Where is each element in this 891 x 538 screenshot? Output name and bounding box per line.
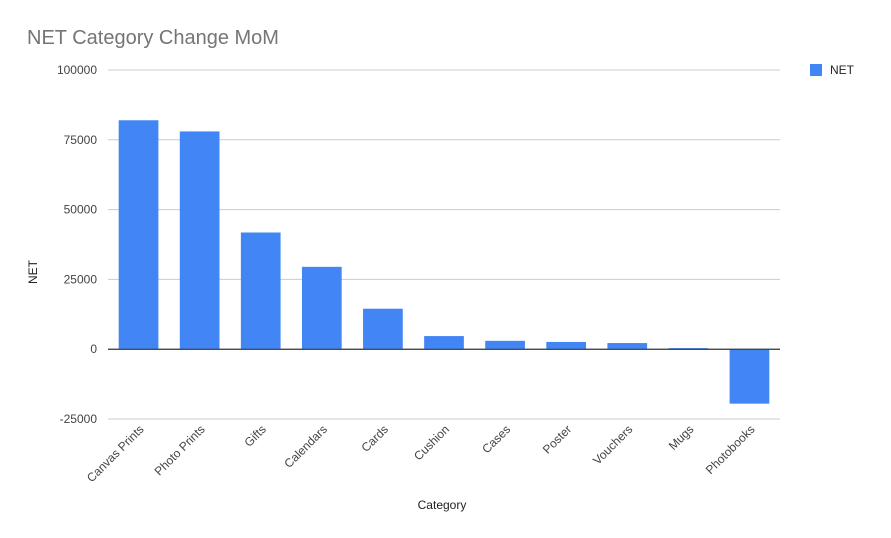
y-tick-label: 50000 (64, 203, 98, 217)
bar-cases[interactable] (485, 340, 525, 350)
bar-mugs[interactable] (668, 348, 709, 350)
y-axis-ticks: 100000 75000 50000 25000 0 -25000 (57, 63, 97, 426)
bar-photo-prints[interactable] (179, 131, 220, 350)
x-tick-label: Poster (540, 422, 574, 456)
y-tick-label: 0 (90, 342, 97, 356)
legend-label: NET (830, 63, 855, 77)
bar-cushion[interactable] (424, 336, 464, 350)
y-tick-label: 75000 (64, 133, 98, 147)
x-tick-label: Photo Prints (152, 422, 208, 478)
x-tick-label: Cards (358, 422, 391, 455)
x-tick-label: Gifts (242, 422, 269, 449)
x-tick-label: Cases (479, 422, 513, 456)
bar-calendars[interactable] (301, 266, 342, 350)
chart-title: NET Category Change MoM (27, 27, 279, 49)
x-axis-label: Category (418, 498, 467, 512)
bar-gifts[interactable] (240, 232, 281, 350)
x-tick-label: Vouchers (590, 422, 635, 467)
y-tick-label: 100000 (57, 63, 97, 77)
y-tick-label: -25000 (60, 412, 98, 426)
y-tick-label: 25000 (64, 272, 98, 286)
x-tick-label: Cushion (411, 422, 452, 463)
bar-poster[interactable] (546, 341, 587, 350)
x-tick-label: Canvas Prints (84, 422, 147, 485)
x-tick-label: Calendars (281, 422, 330, 471)
legend[interactable]: NET (810, 63, 855, 77)
bar-canvas-prints[interactable] (118, 120, 159, 350)
bar-cards[interactable] (363, 308, 403, 350)
legend-swatch (810, 64, 822, 76)
bars (108, 120, 780, 404)
bar-vouchers[interactable] (607, 343, 648, 350)
x-tick-label: Mugs (666, 422, 697, 453)
y-axis-label: NET (26, 259, 40, 284)
x-axis-ticks: Canvas Prints Photo Prints Gifts Calendars C… (84, 422, 758, 485)
bar-photobooks[interactable] (729, 349, 770, 404)
x-tick-label: Photobooks (703, 422, 758, 477)
